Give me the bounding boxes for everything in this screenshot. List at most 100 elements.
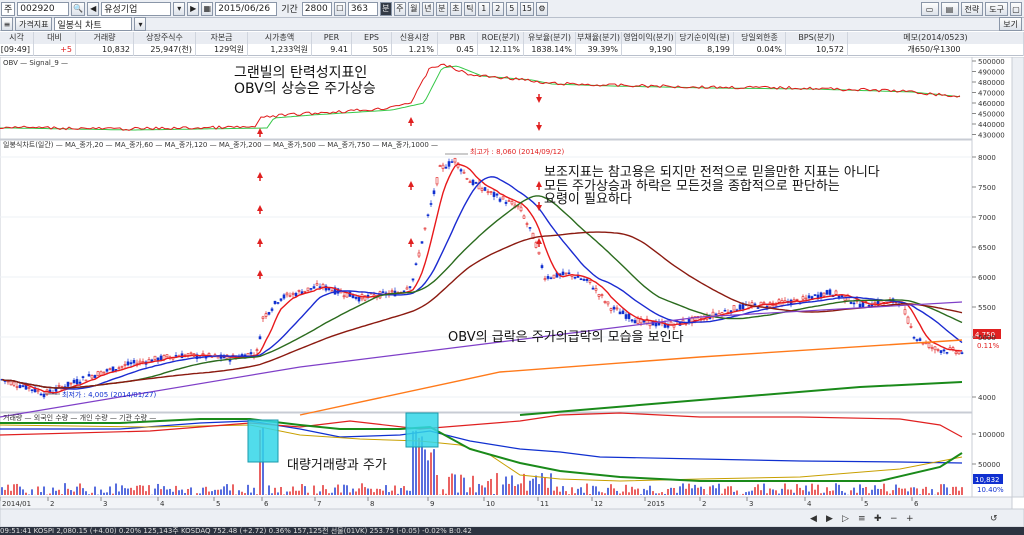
candle-body <box>930 347 934 349</box>
scroll-left-icon[interactable]: ◀ <box>810 514 817 524</box>
count-input[interactable]: 363 <box>347 1 378 16</box>
dropdown-icon[interactable]: ▾ <box>173 1 186 16</box>
period-input[interactable]: 2800 <box>301 1 332 16</box>
y-tick-label: 430000 <box>978 132 1005 140</box>
candle-body <box>474 182 478 184</box>
candle-body <box>837 295 841 298</box>
candle-body <box>597 294 601 297</box>
range-button-second[interactable]: 초 <box>449 1 462 16</box>
company-name: 유성기업 <box>104 5 138 15</box>
info-value-cell: 10,832 <box>76 44 134 56</box>
x-tick-label: 6 <box>264 500 269 508</box>
candle-body <box>858 303 862 308</box>
range-button-week[interactable]: 주 <box>393 1 406 16</box>
info-header-cell: 자본금 <box>196 32 248 44</box>
candle-body <box>78 381 82 384</box>
minimize-icon[interactable]: ▭ <box>920 2 939 16</box>
horizontal-scrollbar[interactable] <box>0 508 1024 527</box>
range-button-tick[interactable]: 틱 <box>463 1 476 16</box>
range-button-year[interactable]: 년 <box>421 1 434 16</box>
chart-area[interactable]: OBV — Signal_9 — 일봉식차트(일간) — MA_종가,20 — … <box>0 57 1024 527</box>
candle-body <box>342 295 346 298</box>
y-tick-label: 6500 <box>978 244 996 252</box>
tile-icon[interactable]: ▤ <box>940 2 959 16</box>
candle-body <box>57 385 61 387</box>
current-price-tag <box>973 329 1001 339</box>
grid-lines <box>0 156 972 398</box>
view-button[interactable]: 보기 <box>999 17 1022 31</box>
range-button-minute[interactable]: 분 <box>435 1 448 16</box>
candle-body <box>441 164 445 169</box>
candle-body <box>603 300 607 303</box>
candle-body <box>444 166 448 169</box>
candle-body <box>528 227 532 229</box>
candle-body <box>585 278 589 281</box>
interval-button-2[interactable]: 2 <box>491 1 504 16</box>
reset-icon[interactable]: ↺ <box>990 514 998 524</box>
candle-body <box>945 352 949 354</box>
x-tick-label: 2 <box>50 500 54 508</box>
x-tick-label: 6 <box>914 500 919 508</box>
candle-body <box>105 369 109 372</box>
interval-button-15[interactable]: 15 <box>519 1 534 16</box>
scroll-right-icon[interactable]: ▶ <box>826 514 833 524</box>
status-bar: 09:51:41 KOSPI 2,080.15 (+4.00) 0.20% 12… <box>0 527 1024 535</box>
candle-body <box>108 368 112 370</box>
zoom-out-icon[interactable]: ▷ <box>842 514 849 524</box>
x-tick-label: 2014/01 <box>2 500 31 508</box>
candle-body <box>447 161 451 167</box>
candle-body <box>27 387 31 390</box>
price-index-button[interactable]: 가격지표 <box>15 17 53 31</box>
date-input[interactable]: 2015/06/26 <box>215 1 278 16</box>
candle-body <box>216 356 220 359</box>
main-toolbar: 주 002920 🔍 ◀ 유성기업 ▾ ▶ ▦ 2015/06/26 기간 28… <box>0 0 1024 18</box>
company-name-field[interactable]: 유성기업 <box>101 1 172 16</box>
candle-body <box>96 371 100 377</box>
zoom-in-icon[interactable]: ≡ <box>858 514 866 524</box>
chart-type-dropdown-icon[interactable]: ▾ <box>134 17 147 31</box>
minus-icon[interactable]: − <box>890 514 898 524</box>
info-value-cell: 8,199 <box>676 44 734 56</box>
range-button-month[interactable]: 월 <box>407 1 420 16</box>
candle-body <box>801 296 805 300</box>
candle-body <box>492 192 496 197</box>
menu-icon[interactable]: ≡ <box>1 17 13 31</box>
settings-icon[interactable]: ⚙ <box>536 1 548 16</box>
tools-button[interactable]: 도구 <box>985 2 1008 16</box>
crosshair-icon[interactable]: ✚ <box>874 514 882 524</box>
count-toggle-icon[interactable]: ☐ <box>333 1 346 16</box>
obv-line <box>0 63 961 131</box>
info-header-cell: ROE(분기) <box>478 32 524 44</box>
info-header-cell: EPS <box>352 32 392 44</box>
next-icon[interactable]: ▶ <box>187 1 200 16</box>
candle-body <box>36 390 40 393</box>
interval-button-5[interactable]: 5 <box>505 1 518 16</box>
candle-body <box>291 292 295 295</box>
candle-body <box>468 181 472 184</box>
calendar-icon[interactable]: ▦ <box>201 1 214 16</box>
vertical-scrollbar[interactable] <box>1011 57 1024 498</box>
strategy-button[interactable]: 전략 <box>960 2 984 16</box>
prev-icon[interactable]: ◀ <box>87 1 100 16</box>
stock-code-value: 002920 <box>20 3 55 14</box>
candle-body <box>273 300 277 304</box>
candle-body <box>534 242 538 248</box>
restore-icon[interactable]: ▢ <box>1010 2 1022 16</box>
up-arrow-icon <box>257 172 263 178</box>
interval-button-1[interactable]: 1 <box>477 1 490 16</box>
info-value-cell: 25,947(천) <box>134 44 196 56</box>
interval-5-label: 5 <box>509 4 515 13</box>
x-tick-label: 2015 <box>647 500 665 508</box>
candle-body <box>621 310 625 315</box>
mode-selector[interactable]: 주 <box>1 1 16 16</box>
x-tick-label: 5 <box>216 500 220 508</box>
plus-icon[interactable]: + <box>906 514 914 524</box>
chart-type-select[interactable]: 일봉식 차트 <box>54 17 133 31</box>
y-tick-label: 450000 <box>978 111 1005 119</box>
info-value-cell: 0.45 <box>438 44 478 56</box>
candle-body <box>939 350 943 353</box>
search-icon[interactable]: 🔍 <box>71 1 86 16</box>
range-button-day[interactable]: 분 <box>379 1 392 16</box>
stock-code-input[interactable]: 002920 <box>17 1 70 16</box>
info-header-cell: 상장주식수 <box>134 32 196 44</box>
